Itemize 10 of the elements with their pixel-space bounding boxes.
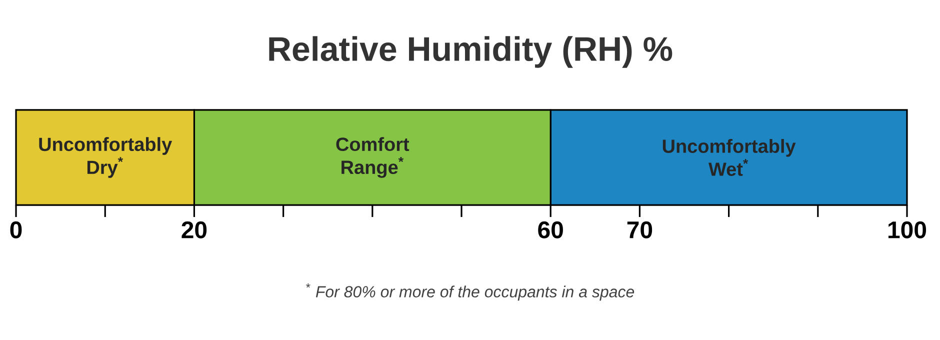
- x-tick-label: 60: [538, 221, 563, 238]
- x-tick-label: 100: [888, 221, 926, 238]
- series-label: Uncomfortably Wet$^{*}$: [662, 139, 796, 176]
- series-label: Comfort Range$^{*}$: [336, 137, 410, 178]
- series-label: Uncomfortably Dry$^{*}$: [39, 137, 172, 178]
- chart-title: Relative Humidity (RH) %: [269, 36, 672, 68]
- text: $^{*}$ For 80% or more of the occupants in a space: [306, 283, 634, 301]
- x-tick-label: 0: [10, 221, 22, 238]
- x-tick-label: 70: [627, 221, 652, 238]
- x-tick-label: 20: [182, 221, 207, 238]
